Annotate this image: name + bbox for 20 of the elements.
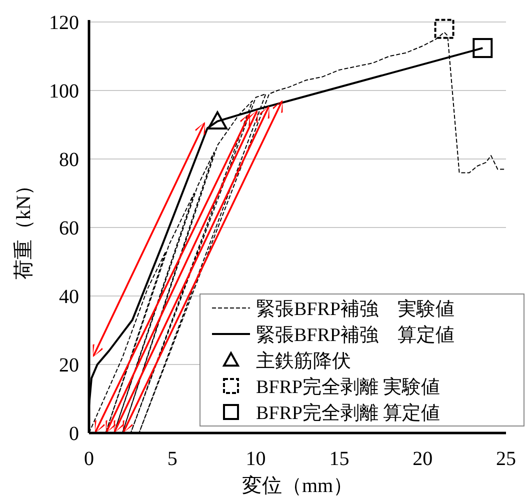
x-tick-label: 5	[167, 448, 178, 470]
x-tick-label: 10	[246, 448, 266, 470]
x-tick-label: 15	[329, 448, 350, 470]
y-tick-label: 40	[59, 286, 79, 308]
y-tick-label: 100	[49, 80, 79, 102]
x-tick-label: 25	[496, 448, 516, 470]
legend-label: 緊張BFRP補強 実験値	[256, 298, 454, 320]
y-tick-label: 120	[49, 12, 79, 34]
y-axis-title: 荷重（kN）	[13, 175, 35, 280]
y-tick-label: 0	[69, 423, 79, 445]
x-tick-label: 20	[412, 448, 433, 470]
legend-label: BFRP完全剥離 実験値	[256, 376, 440, 398]
legend-label: BFRP完全剥離 算定値	[256, 402, 440, 424]
legend-label: 主鉄筋降伏	[256, 350, 351, 372]
y-tick-label: 80	[59, 149, 79, 171]
y-tick-label: 60	[59, 218, 79, 240]
x-axis-title: 変位（mm）	[242, 474, 354, 497]
y-tick-label: 20	[59, 354, 79, 376]
legend-label: 緊張BFRP補強 算定値	[256, 324, 454, 346]
x-tick-label: 0	[84, 448, 94, 470]
